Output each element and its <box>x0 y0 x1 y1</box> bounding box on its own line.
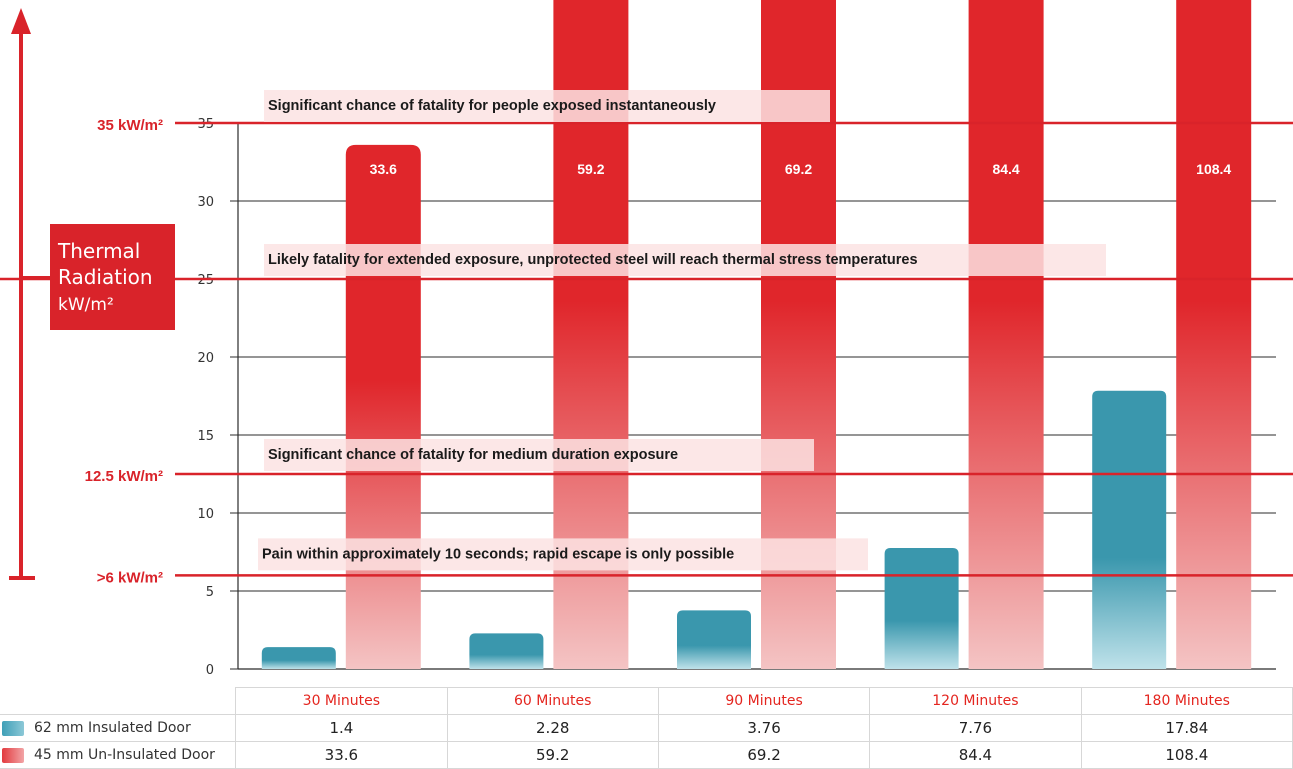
bar-value-label: 108.4 <box>1196 161 1231 177</box>
table-row: 45 mm Un-Insulated Door 33.6 59.2 69.2 8… <box>0 741 1293 769</box>
threshold-text: Pain within approximately 10 seconds; ra… <box>262 546 734 562</box>
table-cell: 84.4 <box>869 741 1082 769</box>
y-tick-label: 20 <box>197 351 214 366</box>
axis-title-line: Thermal <box>57 239 140 263</box>
table-header-cell: 120 Minutes <box>869 687 1082 715</box>
threshold-text-bg <box>258 538 868 571</box>
threshold-axis-label: 35 kW/m² <box>97 117 163 134</box>
bar-uninsulated <box>968 0 1044 669</box>
blue-swatch-icon <box>2 720 24 736</box>
bar-value-label: 59.2 <box>577 161 604 177</box>
table-header-cell: 30 Minutes <box>235 687 448 715</box>
axis-title-box <box>50 224 175 330</box>
row-label: 62 mm Insulated Door <box>34 720 191 736</box>
table-header-cell: 90 Minutes <box>657 687 871 715</box>
y-tick-label: 30 <box>197 195 214 210</box>
axis-title-line: kW/m² <box>58 295 114 315</box>
y-tick-label: 10 <box>197 507 214 522</box>
table-header-cell: 60 Minutes <box>446 687 659 715</box>
threshold-text-bg <box>264 90 830 122</box>
table-cell: 108.4 <box>1080 741 1293 769</box>
table-cell: 1.4 <box>235 714 448 742</box>
row-label: 45 mm Un-Insulated Door <box>34 747 215 763</box>
y-tick-label: 5 <box>206 585 214 600</box>
table-cell: 33.6 <box>235 741 448 769</box>
table-cell: 17.84 <box>1080 714 1293 742</box>
threshold-axis-label: >6 kW/m² <box>97 569 163 586</box>
axis-title-line: Radiation <box>58 265 153 289</box>
bar-insulated <box>884 547 959 669</box>
bar-uninsulated <box>345 144 421 670</box>
threshold-text-bg <box>264 439 814 471</box>
legend-uninsulated: 45 mm Un-Insulated Door <box>0 741 237 769</box>
table-cell: 7.76 <box>869 714 1082 742</box>
bar-insulated <box>261 647 336 669</box>
bar-insulated <box>469 633 544 669</box>
threshold-axis-label: 12.5 kW/m² <box>85 468 163 485</box>
table-cell: 59.2 <box>446 741 659 769</box>
table-cell: 2.28 <box>446 714 659 742</box>
table-header-cell: 180 Minutes <box>1080 687 1293 715</box>
bar-uninsulated <box>1176 0 1252 669</box>
table-header-row: 30 Minutes 60 Minutes 90 Minutes 120 Min… <box>0 687 1293 715</box>
legend-insulated: 62 mm Insulated Door <box>0 714 237 742</box>
threshold-text-bg <box>264 244 1106 276</box>
bar-value-label: 69.2 <box>785 161 812 177</box>
bar-uninsulated <box>761 0 836 669</box>
table-row: 62 mm Insulated Door 1.4 2.28 3.76 7.76 … <box>0 714 1293 742</box>
y-tick-label: 0 <box>206 663 214 678</box>
bar-value-label: 33.6 <box>370 161 397 177</box>
table-corner <box>0 688 236 715</box>
bar-uninsulated <box>553 0 629 669</box>
threshold-lines: Significant chance of fatality for peopl… <box>0 90 1293 586</box>
arrow-up-icon <box>11 8 31 34</box>
y-tick-label: 15 <box>197 429 214 444</box>
y-tick-label: 25 <box>197 273 214 288</box>
table-cell: 3.76 <box>657 714 871 742</box>
bar-value-label: 84.4 <box>992 161 1019 177</box>
threshold-text: Significant chance of fatality for peopl… <box>268 98 716 114</box>
bar-insulated <box>1092 390 1167 669</box>
threshold-text: Significant chance of fatality for mediu… <box>268 447 678 463</box>
threshold-text: Likely fatality for extended exposure, u… <box>268 252 918 268</box>
y-tick-label: 35 <box>197 117 214 132</box>
red-swatch-icon <box>2 747 24 763</box>
bar-insulated <box>677 610 751 669</box>
table-cell: 69.2 <box>657 741 871 769</box>
data-table: 30 Minutes 60 Minutes 90 Minutes 120 Min… <box>0 687 1293 769</box>
